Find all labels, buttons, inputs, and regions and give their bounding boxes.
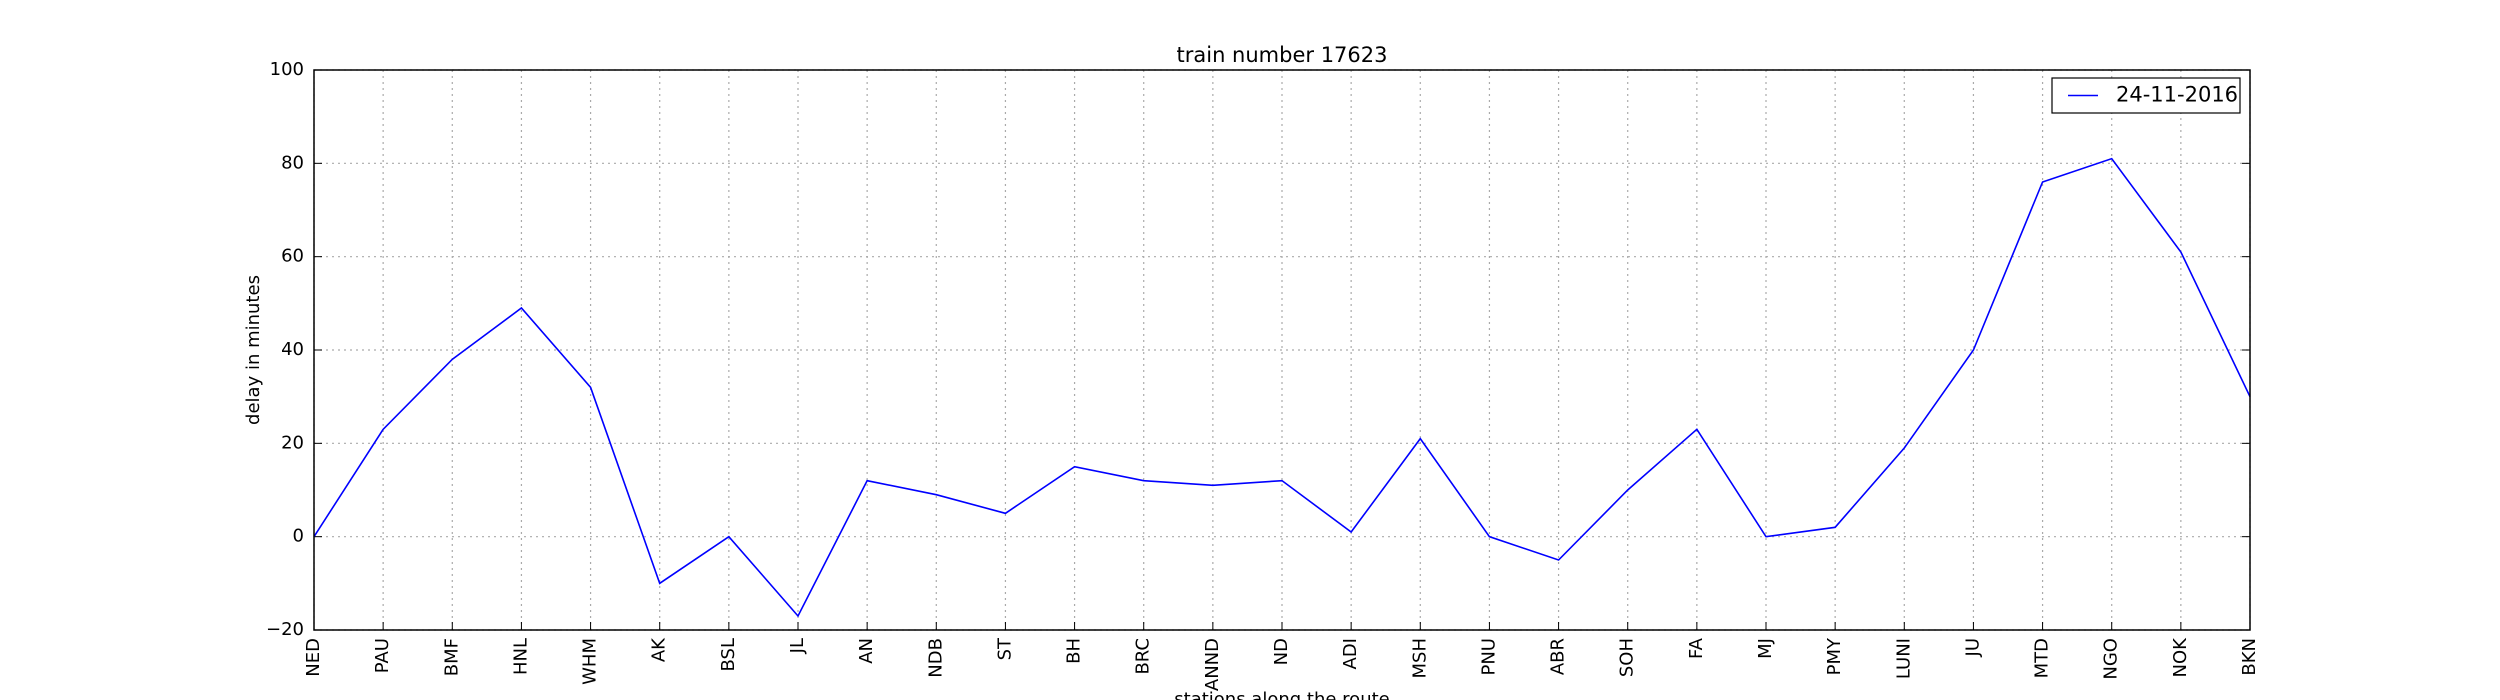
y-tick-label: 0 <box>293 526 304 547</box>
x-tick-label: ABR <box>1548 638 1569 675</box>
chart-title: train number 17623 <box>1177 43 1388 67</box>
x-tick-label: LUNI <box>1893 638 1914 679</box>
x-tick-label: AK <box>649 637 670 662</box>
x-tick-label: ADI <box>1340 638 1361 669</box>
y-tick-label: −20 <box>266 619 304 640</box>
y-tick-label: 80 <box>281 152 304 173</box>
x-tick-label: JU <box>1962 638 1983 657</box>
x-tick-label: WHM <box>580 638 601 685</box>
x-tick-label: MJ <box>1755 638 1776 659</box>
data-line <box>313 157 2251 618</box>
x-tick-label: BMF <box>441 638 462 676</box>
x-tick-label: JL <box>787 638 808 654</box>
y-tick-label: 60 <box>281 246 304 267</box>
x-tick-label: AN <box>856 638 877 664</box>
x-tick-label: NED <box>303 638 324 677</box>
x-tick-label: PAU <box>372 638 393 673</box>
x-tick-label: BRC <box>1133 638 1154 675</box>
x-tick-label: BKN <box>2239 638 2260 676</box>
x-tick-label: PNU <box>1478 638 1499 676</box>
x-tick-label: PMY <box>1824 637 1845 675</box>
x-tick-label: ST <box>994 637 1015 660</box>
y-tick-label: 100 <box>270 59 304 80</box>
x-tick-label: ND <box>1271 638 1292 665</box>
x-axis-label: stations along the route <box>1174 689 1389 700</box>
x-tick-label: ANND <box>1202 638 1223 691</box>
x-tick-label: MTD <box>2032 638 2053 678</box>
x-tick-label: FA <box>1686 637 1707 659</box>
plot-frame <box>313 69 2251 631</box>
x-tick-label: NGO <box>2101 638 2122 680</box>
x-tick-label: HNL <box>510 638 531 675</box>
x-tick-label: MSH <box>1409 638 1430 679</box>
x-tick-label: BH <box>1064 638 1085 664</box>
y-tick-label: 40 <box>281 339 304 360</box>
x-tick-label: SOH <box>1617 638 1638 677</box>
x-tick-label: BSL <box>718 638 739 672</box>
y-axis-label: delay in minutes <box>243 275 264 425</box>
x-tick-label: NDB <box>925 638 946 678</box>
x-tick-label: NOK <box>2170 637 2191 678</box>
y-tick-label: 20 <box>281 432 304 453</box>
legend-label: 24-11-2016 <box>2116 83 2238 107</box>
